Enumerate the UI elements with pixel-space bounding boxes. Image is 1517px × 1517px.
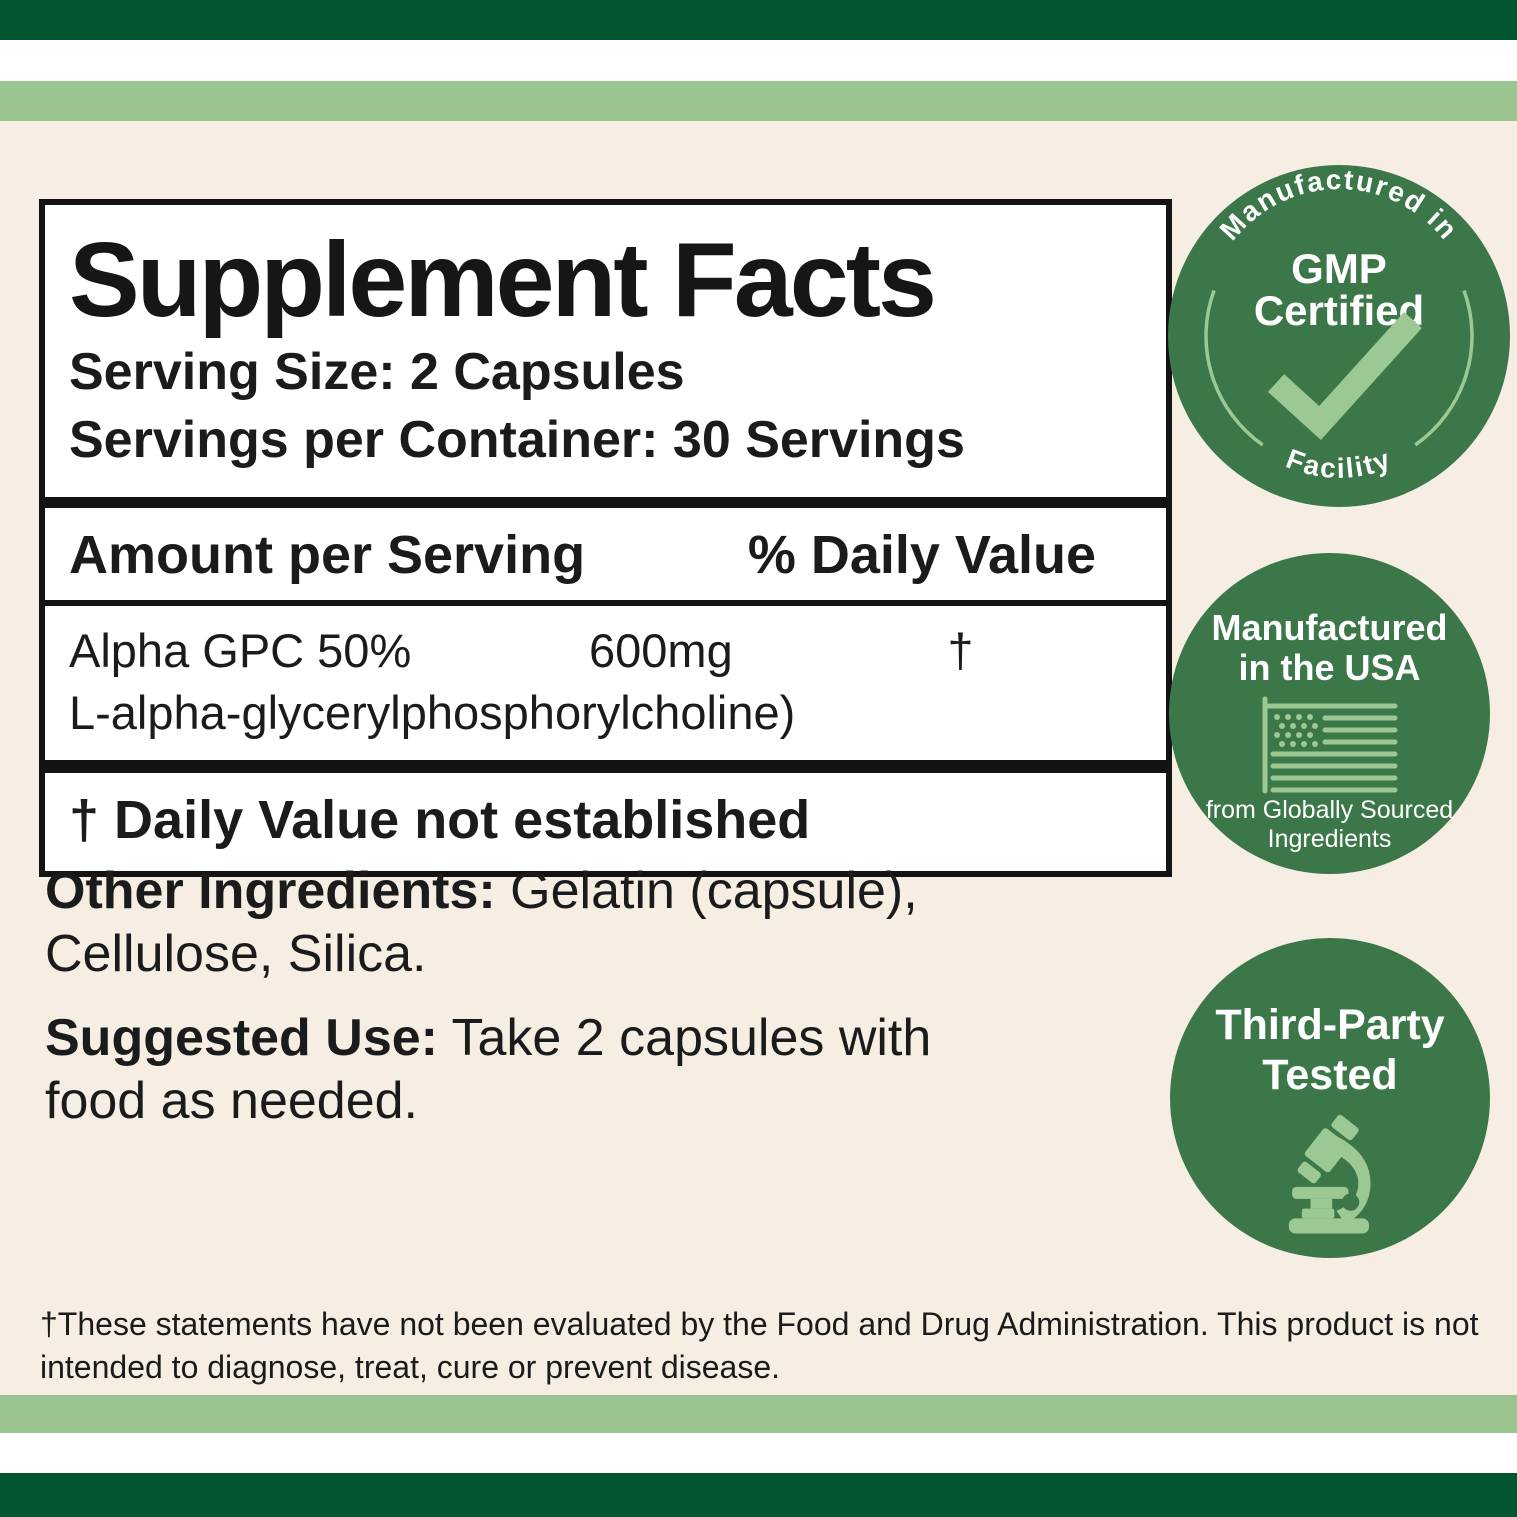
- checkmark-icon: [1267, 311, 1422, 440]
- suggested-use-label: Suggested Use:: [45, 1009, 438, 1067]
- bottom-stripe-light-green: [0, 1395, 1517, 1433]
- other-ingredients-paragraph: Other Ingredients: Gelatin (capsule), Ce…: [45, 860, 918, 986]
- top-stripe-white: [0, 40, 1517, 81]
- fda-disclaimer: †These statements have not been evaluate…: [40, 1303, 1500, 1389]
- ingredient-description: L-alpha-glycerylphosphorylcholine): [69, 686, 796, 740]
- footnote-divider-bar: [45, 760, 1166, 774]
- gmp-inner-arc-right: [1414, 289, 1474, 447]
- usa-badge-subline2: Ingredients: [1267, 825, 1392, 853]
- ingredient-row: Alpha GPC 50% 600mg † L-alpha-glycerylph…: [45, 606, 1166, 760]
- usa-badge-subline1: from Globally Sourced: [1205, 796, 1454, 824]
- gmp-badge-circle: [1168, 165, 1510, 507]
- other-ingredients-text: Gelatin (capsule),: [495, 862, 918, 920]
- usa-badge-line2: in the USA: [1238, 647, 1421, 688]
- supplement-facts-panel: Supplement Facts Serving Size: 2 Capsule…: [39, 199, 1172, 878]
- other-ingredients-label: Other Ingredients:: [45, 862, 496, 920]
- column-header-daily-value: % Daily Value: [747, 525, 1096, 586]
- header-row-divider: [45, 600, 1166, 607]
- daily-value-footnote: † Daily Value not established: [69, 790, 811, 851]
- third-party-tested-badge: Third-Party Tested: [1170, 938, 1490, 1258]
- ingredient-name: Alpha GPC 50%: [69, 624, 412, 678]
- tested-badge-line2: Tested: [1262, 1051, 1398, 1099]
- section-divider-bar: [45, 497, 1166, 509]
- bottom-stripe-dark-green: [0, 1473, 1517, 1517]
- facts-title: Supplement Facts: [69, 221, 937, 339]
- suggested-use-paragraph: Suggested Use: Take 2 capsules with food…: [45, 1007, 931, 1133]
- microscope-icon: [1288, 1114, 1371, 1234]
- suggested-use-text-line2: food as needed.: [45, 1072, 418, 1130]
- usa-badge-line1: Manufactured: [1211, 607, 1448, 648]
- made-in-usa-badge: Manufactured in the USA from G: [1169, 553, 1490, 874]
- usa-flag-icon: [1262, 696, 1397, 794]
- serving-size-line: Serving Size: 2 Capsules: [69, 343, 685, 402]
- top-stripe-light-green: [0, 81, 1517, 121]
- facts-header-section: Supplement Facts Serving Size: 2 Capsule…: [45, 205, 1166, 497]
- other-ingredients-text-line2: Cellulose, Silica.: [45, 925, 427, 983]
- tested-badge-line1: Third-Party: [1215, 1001, 1445, 1049]
- top-stripe-dark-green: [0, 0, 1517, 40]
- fda-disclaimer-line1: †These statements have not been evaluate…: [40, 1306, 1479, 1342]
- ingredient-amount: 600mg: [589, 624, 733, 678]
- servings-per-container-line: Servings per Container: 30 Servings: [69, 411, 965, 470]
- gmp-inner-arc-left: [1204, 289, 1264, 447]
- fda-disclaimer-line2: intended to diagnose, treat, cure or pre…: [40, 1349, 781, 1385]
- flag-stars: [1273, 714, 1318, 747]
- column-header-amount: Amount per Serving: [69, 525, 586, 586]
- facts-column-headers: Amount per Serving % Daily Value: [45, 508, 1166, 600]
- gmp-line1: GMP: [1291, 245, 1387, 292]
- gmp-certified-badge: Manufactured in GMP Certified Facility: [1168, 165, 1510, 507]
- ingredient-daily-value: †: [947, 624, 974, 678]
- suggested-use-text: Take 2 capsules with: [437, 1009, 932, 1067]
- bottom-stripe-white: [0, 1433, 1517, 1473]
- microscope-knob: [1341, 1193, 1360, 1211]
